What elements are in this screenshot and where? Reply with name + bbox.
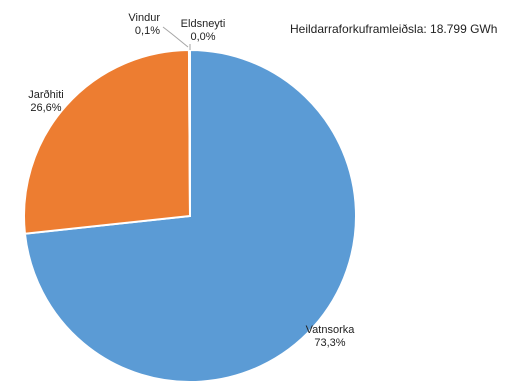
slice-name: Jarðhiti xyxy=(28,89,63,101)
slice-label-vatnsorka: Vatnsorka 73,3% xyxy=(306,324,356,349)
slice-percent: 0,1% xyxy=(135,25,160,37)
slice-labels: Vatnsorka 73,3% Jarðhiti 26,6% Vindur 0,1% Eld… xyxy=(28,12,355,349)
slice-name: Eldsneyti xyxy=(181,18,226,30)
slice-percent: 0,0% xyxy=(190,31,215,43)
total-production-note: Heildarraforkuframleiðsla: 18.799 GWh xyxy=(290,22,497,36)
slice-name: Vindur xyxy=(128,12,160,24)
leader-lines xyxy=(162,26,191,50)
slice-name: Vatnsorka xyxy=(306,324,356,336)
pie-slices xyxy=(23,48,357,383)
slice-label-jarðhiti: Jarðhiti 26,6% xyxy=(28,89,63,114)
slice-label-eldsneyti: Eldsneyti 0,0% xyxy=(181,18,226,43)
slice-label-vindur: Vindur 0,1% xyxy=(128,12,160,37)
leader-vindur xyxy=(162,26,189,48)
slice-percent: 73,3% xyxy=(314,337,345,349)
slice-jarðhiti xyxy=(23,48,192,235)
slice-percent: 26,6% xyxy=(30,102,61,114)
